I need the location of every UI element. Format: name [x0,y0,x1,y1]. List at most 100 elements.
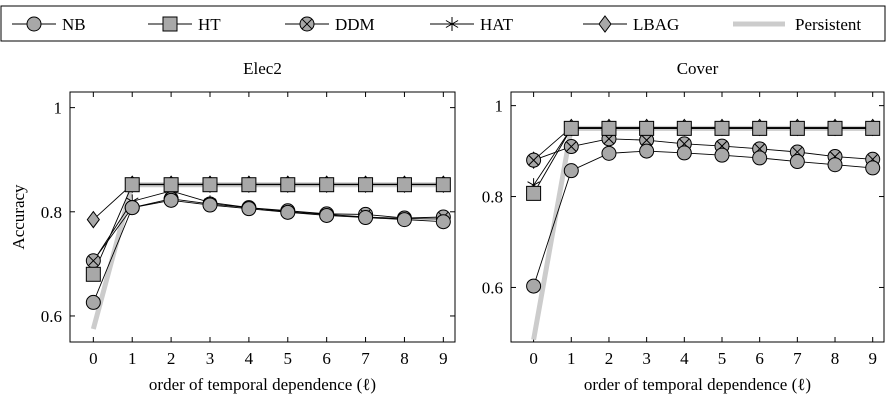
data-point-nb [241,201,257,217]
series-persistent [531,125,873,341]
x-tick-label: 2 [605,349,614,368]
legend-marker-hat [445,17,459,31]
y-axis-label: Accuracy [9,184,28,250]
axes-frame [69,91,456,343]
x-tick-label: 2 [167,349,176,368]
x-tick-label: 8 [831,349,840,368]
series-line-ht [92,184,444,275]
data-point-ht [280,177,296,193]
plot-area [90,182,444,330]
data-point-nb [358,210,374,226]
plot-area [531,125,873,341]
markers [526,118,881,294]
x-tick-label: 0 [89,349,98,368]
data-point-ht [714,120,730,136]
legend-entry-nb: NB [12,15,86,34]
x-tick-label: 6 [755,349,764,368]
data-point-ht [526,185,542,201]
x-tick-label: 5 [284,349,293,368]
data-point-ht [789,120,805,136]
series-line-nb [533,150,873,287]
data-point-ht [358,177,374,193]
data-point-nb [676,145,692,161]
x-tick-label: 3 [206,349,215,368]
series-persistent [90,182,444,330]
series-line-nb [92,199,444,303]
series-line-ddm [533,138,873,161]
legend-marker-ht [162,16,178,32]
legend-label-ddm: DDM [335,15,375,34]
series-hat [533,127,873,186]
x-tick-label: 0 [529,349,538,368]
legend-label-lbag: LBAG [633,15,679,34]
data-point-nb [827,157,843,173]
legend-entry-ddm: DDM [285,15,375,34]
y-tick-label: 1 [54,99,63,118]
series-line-ddm [92,198,444,262]
x-tick-label: 3 [642,349,651,368]
y-tick-label: 0.6 [41,307,62,326]
chart-title: Cover [677,59,719,78]
series-nb [92,199,444,303]
markers [85,175,451,310]
data-point-nb [124,200,140,216]
series-ht [92,184,444,275]
x-tick-label: 8 [400,349,409,368]
series-hat [92,190,444,262]
chart-title: Elec2 [243,59,282,78]
data-point-ht [435,177,451,193]
series-nb [533,150,873,287]
legend-marker-nb [26,16,42,32]
series-line-lbag [93,183,444,220]
data-point-nb [639,143,655,159]
data-point-nb [202,197,218,213]
x-tick-label: 7 [361,349,370,368]
data-point-ht [163,177,179,193]
data-point-ht [202,177,218,193]
data-point-nb [163,192,179,208]
legend-marker-lbag [598,15,612,33]
legend-entry-hat: HAT [430,15,514,34]
series-line-hat [92,190,444,262]
chart-panel-cover: Cover 0 1 2 3 4 5 6 7 8 9 0.6 0.8 1 order of temporal … [482,59,885,394]
x-tick-label: 4 [680,349,689,368]
legend-label-persistent: Persistent [795,15,861,34]
series-line-persistent [531,125,873,341]
data-point-ht [827,120,843,136]
x-tick-label: 4 [245,349,254,368]
legend-entry-persistent: Persistent [733,15,861,34]
legend: NB HT DDM HAT LBAG Persistent [0,5,886,42]
data-point-nb [526,278,542,294]
series-ddm [533,138,873,161]
series-line-persistent [90,182,444,330]
data-point-ht [319,177,335,193]
data-point-ht [601,120,617,136]
data-point-nb [396,212,412,228]
x-tick-label: 1 [567,349,576,368]
chart-panel-elec2: Elec2 0 1 2 3 4 5 6 7 8 9 0.6 0.8 1 order of temporal … [9,59,456,394]
data-point-ht [752,120,768,136]
data-point-nb [280,204,296,220]
series-ht [533,127,873,194]
legend-entry-ht: HT [148,15,221,34]
series-lbag [93,183,444,220]
series-line-lbag [533,127,873,161]
data-point-ht [676,120,692,136]
axes-frame [510,91,885,343]
y-tick-label: 1 [495,97,504,116]
data-point-ht [124,177,140,193]
data-point-nb [563,163,579,179]
data-point-ddm [85,253,101,269]
data-point-nb [752,150,768,166]
data-point-nb [319,207,335,223]
data-point-nb [435,214,451,230]
data-point-nb [85,294,101,310]
series-ddm [92,198,444,262]
data-point-nb [714,147,730,163]
series-line-ht [533,127,873,194]
data-point-ddm [563,139,579,155]
y-tick-label: 0.6 [482,278,503,297]
data-point-nb [601,145,617,161]
legend-label-hat: HAT [480,15,514,34]
data-point-ht [396,177,412,193]
